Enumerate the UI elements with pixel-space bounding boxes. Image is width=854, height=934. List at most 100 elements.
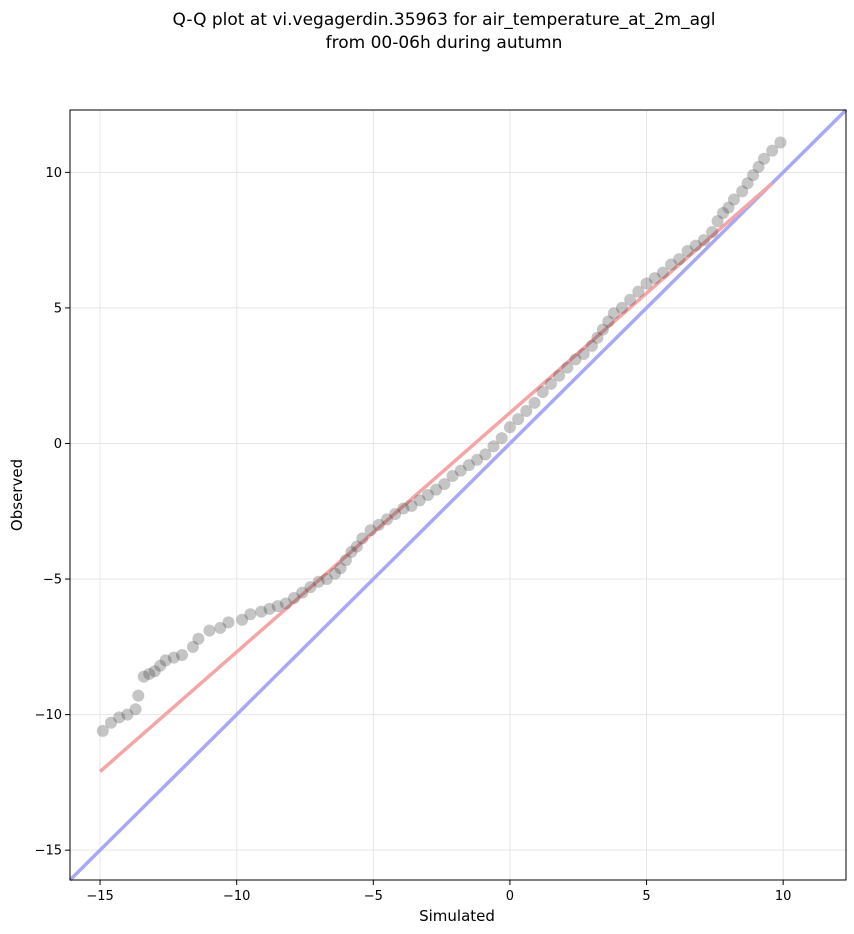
quantile-point (236, 613, 249, 626)
quantile-point (143, 667, 156, 680)
quantile-point (356, 532, 369, 545)
quantile-point (706, 226, 719, 239)
quantile-point (413, 494, 426, 507)
quantile-point (405, 499, 418, 512)
quantile-point (345, 545, 358, 558)
fit-line-group (98, 181, 774, 773)
quantile-point (752, 160, 765, 173)
quantile-point (364, 524, 377, 537)
quantile-point (214, 621, 227, 634)
quantile-point (462, 459, 475, 472)
quantile-point (104, 716, 117, 729)
quantile-point (736, 185, 749, 198)
quantile-point (624, 293, 637, 306)
quantile-point (186, 640, 199, 653)
quantile-point (607, 307, 620, 320)
x-tick-label: 0 (506, 889, 514, 904)
quantile-point (176, 648, 189, 661)
x-axis-label: Simulated (419, 907, 495, 925)
quantile-point (154, 659, 167, 672)
quantile-point (774, 136, 787, 149)
quantile-point (591, 331, 604, 344)
quantile-point (487, 440, 500, 453)
quantile-point (536, 385, 549, 398)
quantile-point (596, 323, 609, 336)
y-axis-ticks: −15 −10 −5 0 5 10 (35, 166, 70, 859)
quantile-point (615, 301, 628, 314)
y-axis-label: Observed (8, 459, 26, 531)
quantile-point (430, 483, 443, 496)
quantile-point (689, 239, 702, 252)
quantile-point (255, 605, 268, 618)
quantile-point (271, 600, 284, 613)
quantile-point (471, 453, 484, 466)
quantile-point (263, 602, 276, 615)
chart-title-line1: Q-Q plot at vi.vegagerdin.35963 for air_… (172, 10, 715, 30)
quantile-point (656, 266, 669, 279)
quantile-point (438, 478, 451, 491)
quantile-point (312, 575, 325, 588)
quantile-point (665, 258, 678, 271)
quantile-point (222, 616, 235, 629)
quantile-point (421, 489, 434, 501)
plot-frame (69, 109, 847, 881)
y-tick-label: −10 (35, 708, 62, 723)
x-tick-label: −5 (364, 889, 383, 904)
quantile-point (648, 272, 661, 285)
y-tick-label: 5 (54, 301, 62, 316)
quantile-point (446, 470, 459, 483)
quantile-point (727, 193, 740, 206)
quantile-point (717, 207, 730, 220)
quantile-point (397, 502, 410, 515)
quantile-point (113, 711, 126, 724)
quantile-point (602, 315, 615, 328)
quantile-point (569, 353, 582, 366)
x-tick-label: −10 (223, 889, 250, 904)
quantile-point (722, 201, 735, 214)
quantile-point (512, 413, 525, 426)
chart-title-line2: from 00-06h during autumn (326, 33, 563, 53)
quantile-point (380, 513, 393, 526)
quantile-point (454, 464, 467, 477)
quantile-point (339, 554, 352, 567)
quantile-points (96, 136, 787, 737)
quantile-point (673, 253, 686, 266)
quantile-point (296, 586, 309, 599)
quantile-point (553, 369, 566, 382)
quantile-point (640, 277, 653, 290)
quantile-point (479, 448, 492, 461)
quantile-point (697, 234, 710, 247)
quantile-point (585, 339, 598, 352)
quantile-point (681, 244, 694, 257)
y-tick-label: −15 (35, 844, 62, 859)
quantile-point (495, 432, 508, 445)
quantile-point (167, 651, 180, 664)
quantile-point (334, 562, 347, 575)
quantile-point (389, 507, 402, 520)
identity-line-group (68, 108, 848, 882)
quantile-point (747, 169, 760, 182)
quantile-point (96, 724, 109, 737)
quantile-point (148, 665, 161, 678)
quantile-point (577, 348, 590, 361)
quantile-point (520, 404, 533, 417)
x-axis-ticks: −15 −10 −5 0 5 10 (86, 880, 791, 904)
quantile-point (159, 654, 172, 667)
quantile-point (741, 177, 754, 190)
y-tick-label: −5 (43, 573, 62, 588)
quantile-point (544, 377, 557, 390)
quantile-point (192, 632, 205, 645)
quantile-point (132, 689, 145, 702)
quantile-point (304, 581, 317, 594)
quantile-point (350, 540, 363, 553)
quantile-point (129, 703, 142, 716)
quantile-point (766, 144, 779, 157)
x-tick-label: 10 (775, 889, 792, 904)
fit-line (98, 181, 774, 773)
quantile-point (137, 670, 150, 683)
quantile-point (528, 396, 541, 409)
quantile-point (244, 608, 257, 621)
grid-lines (70, 110, 846, 880)
quantile-point (632, 285, 645, 298)
